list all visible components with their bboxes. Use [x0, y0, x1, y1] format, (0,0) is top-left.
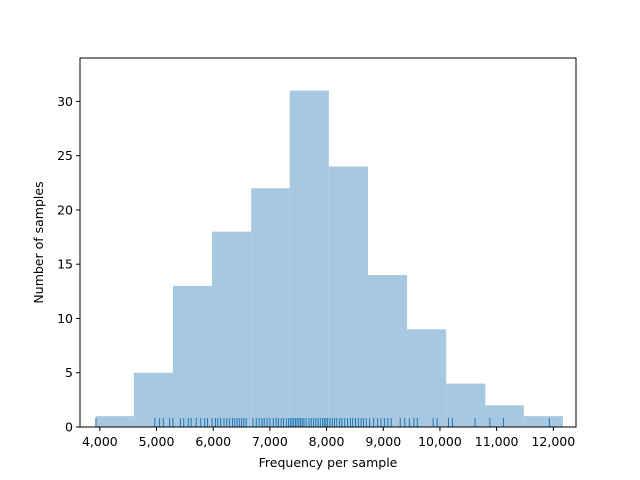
histogram-bar-1 — [133, 372, 173, 427]
x-tick-label-7: 11,000 — [475, 434, 519, 449]
y-tick-label-3: 15 — [57, 257, 73, 272]
x-tick-label-0: 4,000 — [82, 434, 118, 449]
y-tick-label-6: 30 — [57, 94, 73, 109]
histogram-bar-0 — [95, 416, 134, 427]
y-tick-label-4: 20 — [57, 202, 73, 217]
histogram-bar-3 — [212, 231, 252, 427]
y-tick-label-2: 10 — [57, 311, 73, 326]
histogram-bar-6 — [328, 166, 368, 427]
y-axis-ticks: 0 5 10 15 20 25 30 — [57, 94, 80, 435]
histogram-bar-10 — [485, 405, 524, 427]
x-tick-label-8: 12,000 — [531, 434, 575, 449]
histogram-bar-7 — [367, 275, 408, 427]
histogram-bar-2 — [172, 285, 213, 427]
x-tick-label-1: 5,000 — [139, 434, 175, 449]
x-tick-label-2: 6,000 — [195, 434, 231, 449]
y-tick-label-1: 5 — [65, 365, 73, 380]
x-tick-label-5: 9,000 — [365, 434, 401, 449]
x-tick-label-3: 7,000 — [252, 434, 288, 449]
histogram-bars — [95, 90, 563, 427]
histogram-bar-8 — [407, 329, 447, 427]
plot-frame — [79, 57, 577, 428]
x-tick-label-4: 8,000 — [309, 434, 345, 449]
x-axis-ticks: 4,000 5,000 6,000 7,000 8,000 9,000 10,000 11,0… — [82, 427, 575, 449]
rug-marks — [95, 418, 550, 427]
histogram-bar-5 — [289, 90, 329, 427]
histogram-bar-4 — [251, 188, 290, 427]
histogram-bar-11 — [523, 416, 563, 427]
y-axis-label: Number of samples — [31, 181, 46, 303]
x-axis-label: Frequency per sample — [259, 455, 398, 470]
y-tick-label-0: 0 — [65, 420, 73, 435]
y-tick-label-5: 25 — [57, 148, 73, 163]
x-tick-label-6: 10,000 — [418, 434, 462, 449]
